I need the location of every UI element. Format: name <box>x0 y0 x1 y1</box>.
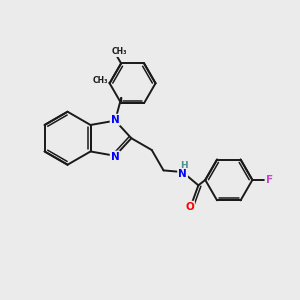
Text: H: H <box>180 161 188 170</box>
Text: F: F <box>266 175 273 185</box>
Text: CH₃: CH₃ <box>112 47 127 56</box>
Text: CH₃: CH₃ <box>92 76 108 85</box>
Text: N: N <box>178 169 187 178</box>
Text: O: O <box>185 202 194 212</box>
Text: N: N <box>111 152 119 162</box>
Text: N: N <box>111 115 119 125</box>
